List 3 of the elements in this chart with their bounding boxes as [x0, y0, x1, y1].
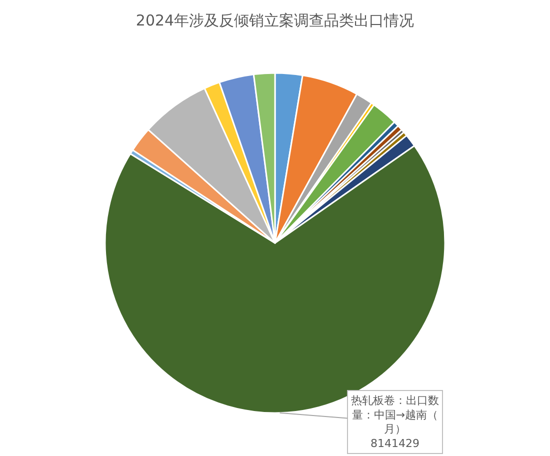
chart-title: 2024年涉及反倾销立案调查品类出口情况 — [136, 11, 414, 30]
slice-label: 热轧板卷：出口数量：中国→越南（月） — [351, 394, 439, 436]
data-label: 8141429 — [370, 436, 420, 450]
